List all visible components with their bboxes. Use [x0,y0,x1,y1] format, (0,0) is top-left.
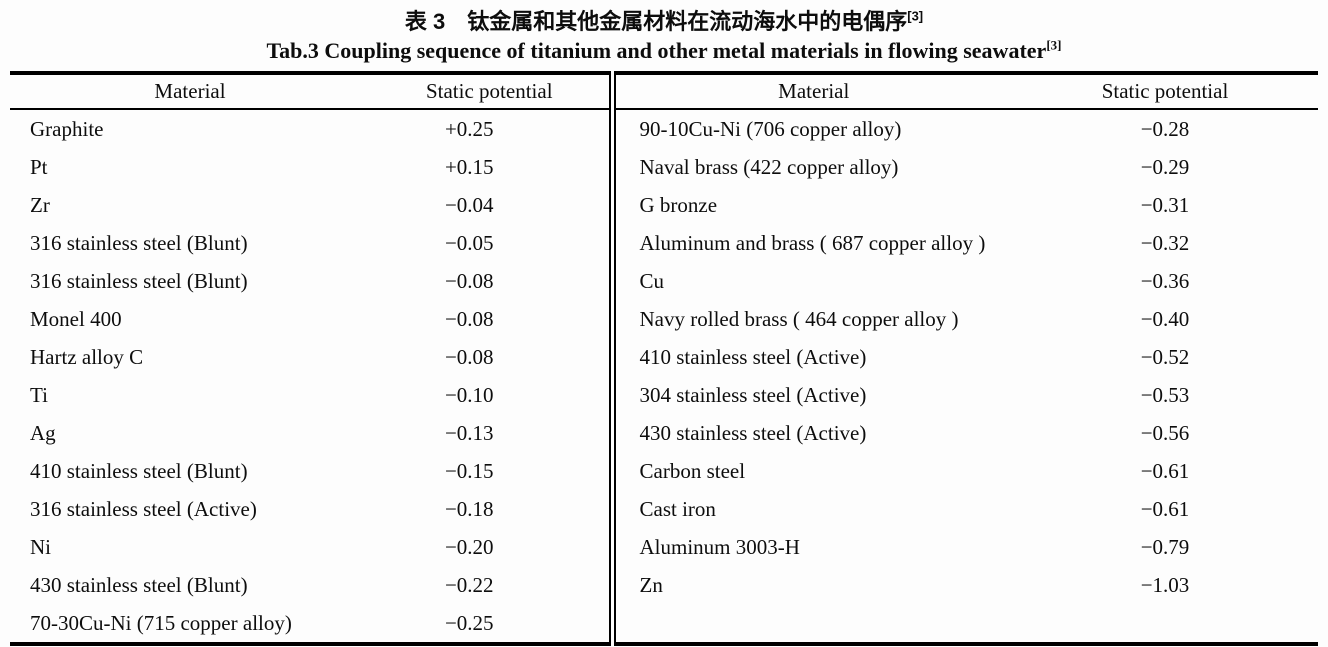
potential-cell: −0.08 [444,306,494,331]
material-cell: 90-10Cu-Ni (706 copper alloy) [608,109,1012,148]
material-cell: Cast iron [608,490,1012,528]
material-cell: Hartz alloy C [30,344,144,369]
potential-cell: −0.29 [1140,154,1190,179]
potential-cell: +0.25 [444,116,494,141]
potential-cell: +0.15 [444,154,494,179]
table-title-english-text: Tab.3 Coupling sequence of titanium and … [266,38,1047,63]
citation-superscript: [3] [1046,37,1062,53]
table-row: Ni −0.20 Aluminum 3003-H −0.79 [10,528,1318,566]
table-row: Monel 400 −0.08 Navy rolled brass ( 464 … [10,300,1318,338]
material-cell: 430 stainless steel (Blunt) [30,572,248,597]
material-cell: G bronze [608,186,1012,224]
column-header-material-left: Material [10,73,370,110]
material-cell: Carbon steel [608,452,1012,490]
material-cell: 316 stainless steel (Blunt) [30,268,248,293]
potential-cell: −0.04 [444,192,494,217]
material-cell: Aluminum 3003-H [608,528,1012,566]
citation-superscript: [3] [907,8,924,24]
potential-cell: −0.61 [1140,496,1190,521]
table-row: 410 stainless steel (Blunt) −0.15 Carbon… [10,452,1318,490]
table-header-row: Material Static potential Material Stati… [10,73,1318,110]
material-cell: 316 stainless steel (Blunt) [30,230,248,255]
table-row: 316 stainless steel (Blunt) −0.05 Alumin… [10,224,1318,262]
material-cell: 430 stainless steel (Active) [608,414,1012,452]
potential-cell: −0.15 [444,458,494,483]
potential-cell [1012,604,1318,644]
table-header: Material Static potential Material Stati… [10,73,1318,110]
potential-cell: −0.13 [444,420,494,445]
table-row: Ag −0.13 430 stainless steel (Active) −0… [10,414,1318,452]
table-title-chinese: 表 3 钛金属和其他金属材料在流动海水中的电偶序[3] [10,8,1318,36]
potential-cell: −0.08 [444,268,494,293]
table-row: Hartz alloy C −0.08 410 stainless steel … [10,338,1318,376]
material-cell: Zn [608,566,1012,604]
column-header-potential-right: Static potential [1012,73,1318,110]
table-row: 430 stainless steel (Blunt) −0.22 Zn −1.… [10,566,1318,604]
potential-cell: −0.53 [1140,382,1190,407]
potential-cell: −1.03 [1140,572,1190,597]
potential-cell: −0.32 [1140,230,1190,255]
material-cell: Zr [30,192,50,217]
table-row: Zr −0.04 G bronze −0.31 [10,186,1318,224]
material-cell: Naval brass (422 copper alloy) [608,148,1012,186]
material-cell: 70-30Cu-Ni (715 copper alloy) [30,610,292,635]
material-cell: Cu [608,262,1012,300]
potential-cell: −0.40 [1140,306,1190,331]
potential-cell: −0.18 [444,496,494,521]
material-cell: Ni [30,534,51,559]
material-cell [608,604,1012,644]
material-cell: 304 stainless steel (Active) [608,376,1012,414]
potential-cell: −0.61 [1140,458,1190,483]
material-cell: Aluminum and brass ( 687 copper alloy ) [608,224,1012,262]
coupling-sequence-table: Material Static potential Material Stati… [10,71,1318,646]
potential-cell: −0.10 [444,382,494,407]
material-cell: Ti [30,382,48,407]
table-row: 316 stainless steel (Active) −0.18 Cast … [10,490,1318,528]
table-title-chinese-text: 表 3 钛金属和其他金属材料在流动海水中的电偶序 [404,9,908,34]
table-body: Graphite +0.25 90-10Cu-Ni (706 copper al… [10,109,1318,644]
potential-cell: −0.52 [1140,344,1190,369]
material-cell: Graphite [30,116,104,141]
potential-cell: −0.28 [1140,116,1190,141]
potential-cell: −0.20 [444,534,494,559]
material-cell: Pt [30,154,48,179]
potential-cell: −0.36 [1140,268,1190,293]
table-row: 316 stainless steel (Blunt) −0.08 Cu −0.… [10,262,1318,300]
potential-cell: −0.05 [444,230,494,255]
material-cell: Monel 400 [30,306,122,331]
material-cell: Navy rolled brass ( 464 copper alloy ) [608,300,1012,338]
potential-cell: −0.22 [444,572,494,597]
material-cell: 316 stainless steel (Active) [30,496,257,521]
potential-cell: −0.56 [1140,420,1190,445]
table-row: Ti −0.10 304 stainless steel (Active) −0… [10,376,1318,414]
material-cell: 410 stainless steel (Active) [608,338,1012,376]
table-row: 70-30Cu-Ni (715 copper alloy) −0.25 [10,604,1318,644]
potential-cell: −0.08 [444,344,494,369]
column-header-material-right: Material [608,73,1012,110]
material-cell: Ag [30,420,56,445]
table-row: Pt +0.15 Naval brass (422 copper alloy) … [10,148,1318,186]
potential-cell: −0.79 [1140,534,1190,559]
table-title-english: Tab.3 Coupling sequence of titanium and … [10,36,1318,66]
table-row: Graphite +0.25 90-10Cu-Ni (706 copper al… [10,109,1318,148]
potential-cell: −0.25 [444,610,494,635]
column-header-potential-left: Static potential [370,73,612,110]
potential-cell: −0.31 [1140,192,1190,217]
material-cell: 410 stainless steel (Blunt) [30,458,248,483]
